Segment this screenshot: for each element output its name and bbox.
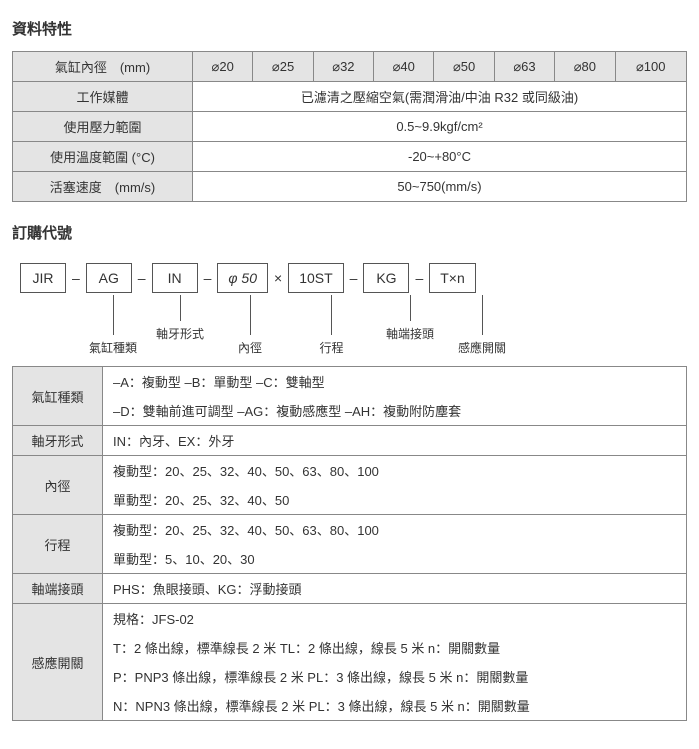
order-box-3: φ 50 bbox=[217, 263, 268, 293]
param-r5-label: 感應開關 bbox=[13, 604, 103, 721]
table-row: N：NPN3 條出線，標準線長 2 米 PL：3 條出線，線長 5 米 n：開關… bbox=[13, 691, 687, 721]
spec-h4: ⌀40 bbox=[374, 52, 434, 82]
param-r0-label: 氣缸種類 bbox=[13, 367, 103, 426]
param-r2-l0: 複動型：20、25、32、40、50、63、80、100 bbox=[103, 456, 687, 486]
spec-h5: ⌀50 bbox=[434, 52, 494, 82]
table-row: 內徑 複動型：20、25、32、40、50、63、80、100 bbox=[13, 456, 687, 486]
table-row: 活塞速度 (mm/s) 50~750(mm/s) bbox=[13, 172, 687, 202]
order-sep-1: – bbox=[132, 270, 152, 286]
order-box-1: AG bbox=[86, 263, 132, 293]
order-label-2: 內徑 bbox=[211, 295, 289, 356]
section-title-order: 訂購代號 bbox=[12, 222, 687, 243]
spec-r3-label: 活塞速度 (mm/s) bbox=[13, 172, 193, 202]
param-r5-l2: P：PNP3 條出線，標準線長 2 米 PL：3 條出線，線長 5 米 n：開關… bbox=[103, 662, 687, 691]
order-label-0: 氣缸種類 bbox=[77, 295, 149, 356]
order-sep-0: – bbox=[66, 270, 86, 286]
table-row: 感應開關 規格：JFS-02 bbox=[13, 604, 687, 634]
spec-r0-value: 已濾清之壓縮空氣(需潤滑油/中油 R32 或同級油) bbox=[193, 82, 687, 112]
spec-h0: 氣缸內徑 (mm) bbox=[13, 52, 193, 82]
param-table: 氣缸種類 –A：複動型 –B：單動型 –C：雙軸型 –D：雙軸前進可調型 –AG… bbox=[12, 366, 687, 721]
table-row: P：PNP3 條出線，標準線長 2 米 PL：3 條出線，線長 5 米 n：開關… bbox=[13, 662, 687, 691]
section-title-spec: 資料特性 bbox=[12, 18, 687, 39]
order-box-6: T×n bbox=[429, 263, 476, 293]
table-row: –D：雙軸前進可調型 –AG：複動感應型 –AH：複動附防塵套 bbox=[13, 396, 687, 426]
table-row: 工作媒體 已濾清之壓縮空氣(需潤滑油/中油 R32 或同級油) bbox=[13, 82, 687, 112]
param-r4-l0: PHS：魚眼接頭、KG：浮動接頭 bbox=[103, 574, 687, 604]
spec-r2-value: -20~+80°C bbox=[193, 142, 687, 172]
spec-table: 氣缸內徑 (mm) ⌀20 ⌀25 ⌀32 ⌀40 ⌀50 ⌀63 ⌀80 ⌀1… bbox=[12, 51, 687, 202]
order-label-4: 軸端接頭 bbox=[374, 295, 446, 356]
order-box-2: IN bbox=[152, 263, 198, 293]
order-box-row: JIR – AG – IN – φ 50 × 10ST – KG – T×n bbox=[12, 263, 687, 293]
param-r0-l1: –D：雙軸前進可調型 –AG：複動感應型 –AH：複動附防塵套 bbox=[103, 396, 687, 426]
param-r5-l3: N：NPN3 條出線，標準線長 2 米 PL：3 條出線，線長 5 米 n：開關… bbox=[103, 691, 687, 721]
table-row: 軸牙形式 IN：內牙、EX：外牙 bbox=[13, 426, 687, 456]
order-label-3: 行程 bbox=[289, 295, 374, 356]
param-r3-l1: 單動型：5、10、20、30 bbox=[103, 544, 687, 574]
spec-r1-label: 使用壓力範圍 bbox=[13, 112, 193, 142]
param-r3-label: 行程 bbox=[13, 515, 103, 574]
table-row: 單動型：20、25、32、40、50 bbox=[13, 485, 687, 515]
order-diagram: JIR – AG – IN – φ 50 × 10ST – KG – T×n 氣… bbox=[12, 263, 687, 356]
order-label-1: 軸牙形式 bbox=[149, 295, 211, 356]
table-row: 氣缸種類 –A：複動型 –B：單動型 –C：雙軸型 bbox=[13, 367, 687, 397]
table-row: 軸端接頭 PHS：魚眼接頭、KG：浮動接頭 bbox=[13, 574, 687, 604]
spec-h3: ⌀32 bbox=[313, 52, 373, 82]
spec-h1: ⌀20 bbox=[193, 52, 253, 82]
order-label-row: 氣缸種類 軸牙形式 內徑 行程 軸端接頭 感應開關 bbox=[12, 295, 687, 356]
param-r0-l0: –A：複動型 –B：單動型 –C：雙軸型 bbox=[103, 367, 687, 397]
param-r5-l1: T：2 條出線，標準線長 2 米 TL：2 條出線，線長 5 米 n：開關數量 bbox=[103, 633, 687, 662]
table-row: 行程 複動型：20、25、32、40、50、63、80、100 bbox=[13, 515, 687, 545]
spec-h2: ⌀25 bbox=[253, 52, 313, 82]
table-row: T：2 條出線，標準線長 2 米 TL：2 條出線，線長 5 米 n：開關數量 bbox=[13, 633, 687, 662]
spec-header-row: 氣缸內徑 (mm) ⌀20 ⌀25 ⌀32 ⌀40 ⌀50 ⌀63 ⌀80 ⌀1… bbox=[13, 52, 687, 82]
order-sep-3: × bbox=[268, 270, 288, 286]
table-row: 使用壓力範圍 0.5~9.9kgf/cm² bbox=[13, 112, 687, 142]
param-r3-l0: 複動型：20、25、32、40、50、63、80、100 bbox=[103, 515, 687, 545]
param-r2-label: 內徑 bbox=[13, 456, 103, 515]
order-box-4: 10ST bbox=[288, 263, 343, 293]
param-r2-l1: 單動型：20、25、32、40、50 bbox=[103, 485, 687, 515]
spec-r1-value: 0.5~9.9kgf/cm² bbox=[193, 112, 687, 142]
order-box-5: KG bbox=[363, 263, 409, 293]
spec-h8: ⌀100 bbox=[615, 52, 686, 82]
order-sep-5: – bbox=[409, 270, 429, 286]
table-row: 使用溫度範圍 (°C) -20~+80°C bbox=[13, 142, 687, 172]
order-label-5: 感應開關 bbox=[446, 295, 518, 356]
table-row: 單動型：5、10、20、30 bbox=[13, 544, 687, 574]
param-r4-label: 軸端接頭 bbox=[13, 574, 103, 604]
order-sep-2: – bbox=[198, 270, 218, 286]
spec-h6: ⌀63 bbox=[494, 52, 554, 82]
spec-r2-label: 使用溫度範圍 (°C) bbox=[13, 142, 193, 172]
order-sep-4: – bbox=[344, 270, 364, 286]
param-r5-l0: 規格：JFS-02 bbox=[103, 604, 687, 634]
spec-r3-value: 50~750(mm/s) bbox=[193, 172, 687, 202]
param-r1-l0: IN：內牙、EX：外牙 bbox=[103, 426, 687, 456]
order-box-0: JIR bbox=[20, 263, 66, 293]
spec-r0-label: 工作媒體 bbox=[13, 82, 193, 112]
spec-h7: ⌀80 bbox=[555, 52, 615, 82]
param-r1-label: 軸牙形式 bbox=[13, 426, 103, 456]
